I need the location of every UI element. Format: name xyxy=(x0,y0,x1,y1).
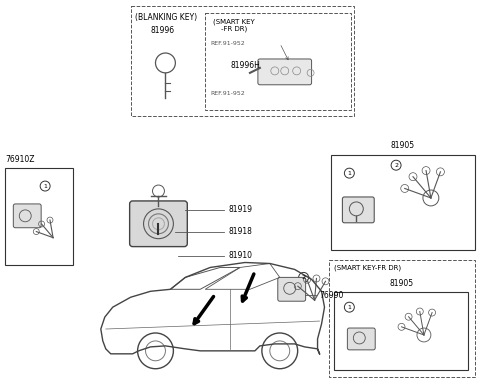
Text: 2: 2 xyxy=(301,275,306,280)
Text: 81996H: 81996H xyxy=(230,61,260,70)
Text: 81905: 81905 xyxy=(390,279,414,288)
Bar xyxy=(335,292,468,370)
Text: 2: 2 xyxy=(394,163,398,168)
Text: 81905: 81905 xyxy=(391,141,415,150)
Text: 1: 1 xyxy=(348,305,351,310)
Text: 81996: 81996 xyxy=(151,26,175,35)
FancyBboxPatch shape xyxy=(348,328,375,350)
FancyBboxPatch shape xyxy=(258,59,312,85)
Text: 81918: 81918 xyxy=(228,227,252,236)
Text: (SMART KEY-FR DR): (SMART KEY-FR DR) xyxy=(335,264,402,271)
Bar xyxy=(205,13,351,110)
Text: REF.91-952: REF.91-952 xyxy=(210,41,245,46)
Text: REF.91-952: REF.91-952 xyxy=(210,91,245,96)
Text: 81919: 81919 xyxy=(228,205,252,214)
Text: (BLANKING KEY): (BLANKING KEY) xyxy=(134,13,197,22)
Text: 1: 1 xyxy=(43,184,47,188)
FancyBboxPatch shape xyxy=(278,278,306,301)
FancyBboxPatch shape xyxy=(130,201,187,247)
Text: (SMART KEY
-FR DR): (SMART KEY -FR DR) xyxy=(213,18,255,32)
Text: 1: 1 xyxy=(348,171,351,176)
Bar xyxy=(131,6,354,115)
Bar xyxy=(332,155,475,250)
FancyBboxPatch shape xyxy=(342,197,374,223)
Text: 76910Z: 76910Z xyxy=(5,155,35,164)
Text: 76990: 76990 xyxy=(320,291,344,300)
Bar xyxy=(5,168,73,266)
FancyBboxPatch shape xyxy=(13,204,41,228)
Text: 81910: 81910 xyxy=(228,251,252,260)
Bar xyxy=(329,259,475,377)
